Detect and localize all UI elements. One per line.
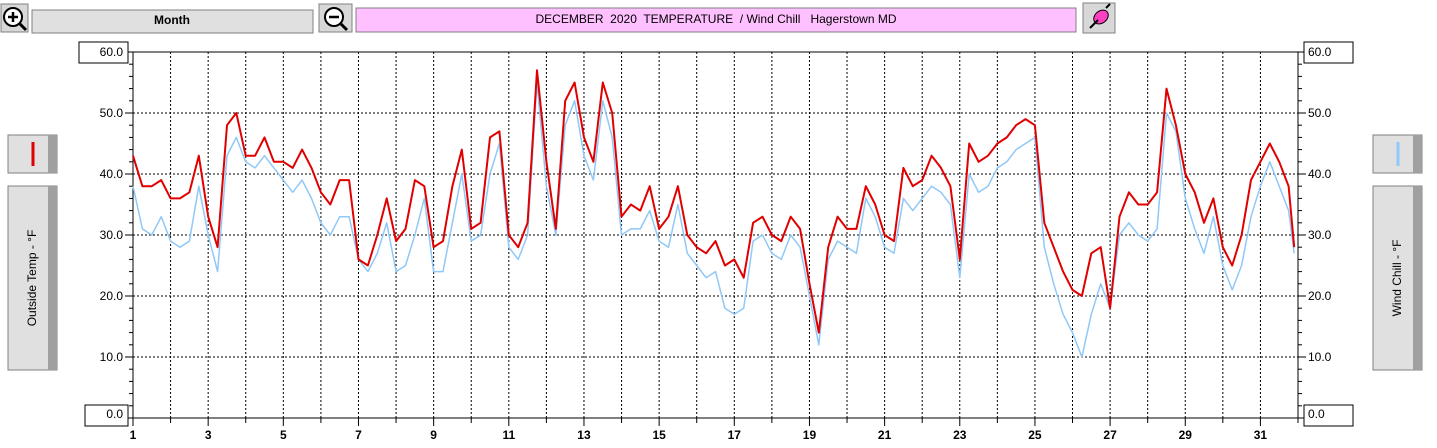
x-tick-label: 5 xyxy=(280,428,287,442)
y-tick-label: 60.0 xyxy=(100,45,124,59)
y2-tick-label: 30.0 xyxy=(1308,228,1332,242)
series-line xyxy=(132,81,1295,358)
y2-tick-label: 0.0 xyxy=(1308,407,1325,421)
y2-label-box xyxy=(1303,41,1354,64)
x-tick-label: 13 xyxy=(577,428,591,442)
legend-label: Outside Temp - °F xyxy=(25,230,39,327)
y-tick-label: 50.0 xyxy=(100,106,124,120)
button-edge xyxy=(1413,135,1422,173)
series-line xyxy=(132,69,1296,334)
x-tick-label: 3 xyxy=(205,428,212,442)
panel-edge xyxy=(1413,186,1422,370)
y2-label-box xyxy=(1303,404,1354,427)
x-tick-label: 11 xyxy=(502,428,515,442)
button-edge xyxy=(48,135,57,173)
x-tick-label: 27 xyxy=(1103,428,1117,442)
zoom-out-button[interactable] xyxy=(318,3,353,33)
y-tick-label: 20.0 xyxy=(100,289,124,303)
zoom-in-button[interactable] xyxy=(0,3,29,33)
x-tick-label: 15 xyxy=(652,428,666,442)
y2-tick-label: 20.0 xyxy=(1308,289,1332,303)
settings-icon[interactable] xyxy=(1082,2,1116,34)
y-label-box xyxy=(84,404,129,427)
x-tick-label: 23 xyxy=(953,428,967,442)
y2-tick-label: 60.0 xyxy=(1308,45,1332,59)
y-tick-label: 0.0 xyxy=(106,407,123,421)
x-tick-label: 21 xyxy=(878,428,892,442)
x-tick-label: 9 xyxy=(430,428,437,442)
legend-label: Wind Chill - °F xyxy=(1390,240,1404,317)
y-label-box xyxy=(78,41,129,64)
x-tick-label: 17 xyxy=(728,428,742,442)
x-tick-label: 25 xyxy=(1028,428,1042,442)
y2-tick-label: 50.0 xyxy=(1308,106,1332,120)
plot-area xyxy=(132,51,1299,419)
range-button[interactable] xyxy=(31,9,314,34)
y-tick-label: 30.0 xyxy=(100,228,124,242)
panel-edge xyxy=(48,186,57,370)
y2-tick-label: 10.0 xyxy=(1308,350,1332,364)
y-tick-label: 10.0 xyxy=(100,350,124,364)
y2-tick-label: 40.0 xyxy=(1308,167,1332,181)
chart-title: DECEMBER 2020 TEMPERATURE / Wind Chill H… xyxy=(536,12,897,26)
x-tick-label: 1 xyxy=(130,428,137,442)
y-tick-label: 40.0 xyxy=(100,167,124,181)
x-tick-label: 19 xyxy=(803,428,817,442)
range-button-label[interactable]: Month xyxy=(154,13,190,27)
x-tick-label: 31 xyxy=(1254,428,1268,442)
x-tick-label: 29 xyxy=(1179,428,1193,442)
x-tick-label: 7 xyxy=(355,428,362,442)
title-box xyxy=(355,7,1077,33)
